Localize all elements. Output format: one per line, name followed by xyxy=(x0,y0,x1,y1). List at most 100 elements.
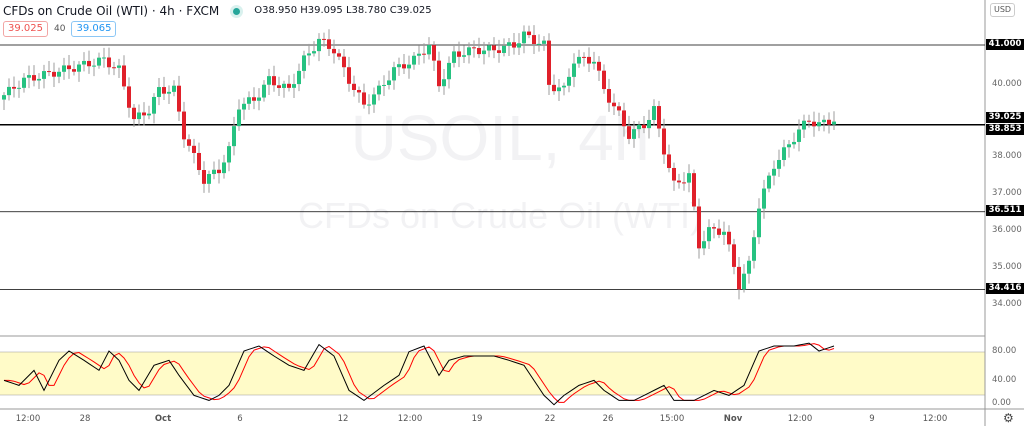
candle-up xyxy=(507,42,511,46)
candle-down xyxy=(402,64,406,69)
candle-down xyxy=(187,139,191,146)
candle-down xyxy=(732,244,736,267)
time-tick: 12:00 xyxy=(397,414,423,424)
candle-up xyxy=(442,79,446,87)
overbought-oversold-band xyxy=(0,352,985,395)
candle-down xyxy=(642,124,646,129)
candle-down xyxy=(532,35,536,45)
candle-down xyxy=(552,84,556,92)
candle-up xyxy=(267,76,271,85)
candle-down xyxy=(657,106,661,129)
candle-down xyxy=(682,182,686,184)
candle-up xyxy=(397,64,401,68)
candle-down xyxy=(437,60,441,87)
candle-up xyxy=(502,45,506,53)
candle-down xyxy=(332,48,336,54)
candle-up xyxy=(447,62,451,80)
candle-up xyxy=(147,113,151,116)
candle-down xyxy=(52,71,56,77)
candle-up xyxy=(407,64,411,69)
time-tick: Oct xyxy=(154,414,172,424)
candle-down xyxy=(477,48,481,55)
candle-down xyxy=(347,67,351,84)
candle-down xyxy=(737,266,741,290)
candle-up xyxy=(747,260,751,274)
candle-up xyxy=(802,120,806,130)
candle-down xyxy=(622,110,626,127)
level-label: 34.416 xyxy=(986,283,1024,294)
candle-up xyxy=(452,51,456,63)
candle-up xyxy=(822,119,826,123)
candle-up xyxy=(222,162,226,174)
candle-up xyxy=(517,43,521,48)
ohlc-values: O38.950 H39.095 L38.780 C39.025 xyxy=(254,5,432,16)
candle-up xyxy=(782,147,786,160)
candle-up xyxy=(212,169,216,175)
candle-down xyxy=(352,83,356,90)
candle-down xyxy=(677,180,681,183)
candle-up xyxy=(237,109,241,127)
buy-price-button[interactable]: 39.065 xyxy=(71,21,117,37)
candle-down xyxy=(192,145,196,153)
candle-up xyxy=(467,47,471,56)
candle-up xyxy=(567,76,571,86)
candle-up xyxy=(797,129,801,142)
sell-price-button[interactable]: 39.025 xyxy=(3,21,48,37)
candle-up xyxy=(382,84,386,86)
watermark-symbol: USOIL, 4h xyxy=(351,102,650,174)
time-tick: 6 xyxy=(237,414,243,424)
candle-up xyxy=(247,97,251,104)
candle-down xyxy=(432,45,436,61)
currency-label[interactable]: USD xyxy=(990,3,1016,17)
candle-up xyxy=(632,129,636,139)
level-label: 36.511 xyxy=(986,205,1024,216)
candle-down xyxy=(662,128,666,155)
candle-up xyxy=(372,94,376,105)
price-tick: 34.000 xyxy=(992,299,1022,309)
candle-down xyxy=(342,56,346,68)
candle-up xyxy=(787,144,791,148)
osc-tick: 0.00 xyxy=(992,398,1011,408)
candle-up xyxy=(592,61,596,64)
candle-down xyxy=(177,85,181,112)
symbol-header: CFDs on Crude Oil (WTI) · 4h · FXCM O38.… xyxy=(3,4,432,18)
candle-up xyxy=(292,84,296,88)
osc-tick: 80.00 xyxy=(992,346,1017,356)
time-tick: 12:00 xyxy=(922,414,948,424)
candle-down xyxy=(692,173,696,207)
market-status-icon xyxy=(233,7,241,15)
candle-up xyxy=(572,63,576,77)
candle-down xyxy=(277,85,281,88)
candle-up xyxy=(2,95,6,100)
candle-down xyxy=(252,97,256,101)
candle-up xyxy=(387,80,391,85)
candle-up xyxy=(792,141,796,145)
candle-up xyxy=(227,146,231,163)
candle-up xyxy=(392,67,396,81)
price-tick: 40.000 xyxy=(992,79,1022,89)
candle-up xyxy=(172,85,176,92)
price-tick: 37.000 xyxy=(992,188,1022,198)
candle-up xyxy=(722,231,726,235)
time-tick: 19 xyxy=(471,414,483,424)
watermark-description: CFDs on Crude Oil (WTI) xyxy=(298,195,702,236)
candle-down xyxy=(357,89,361,93)
time-tick: 12:00 xyxy=(15,414,41,424)
candle-down xyxy=(807,120,811,122)
time-tick: 12:00 xyxy=(787,414,813,424)
symbol-title[interactable]: CFDs on Crude Oil (WTI) · 4h · FXCM xyxy=(3,4,220,18)
candle-up xyxy=(257,97,261,101)
candle-down xyxy=(697,206,701,249)
candle-down xyxy=(287,83,291,88)
candle-up xyxy=(757,208,761,238)
stoch-k-line xyxy=(3,342,835,406)
candle-up xyxy=(282,83,286,88)
candle-up xyxy=(62,65,66,72)
candle-up xyxy=(637,124,641,130)
candle-down xyxy=(672,167,676,181)
candle-up xyxy=(92,65,96,67)
candle-down xyxy=(202,170,206,184)
candle-up xyxy=(297,70,301,85)
settings-gear-icon[interactable]: ⚙ xyxy=(1003,411,1014,425)
